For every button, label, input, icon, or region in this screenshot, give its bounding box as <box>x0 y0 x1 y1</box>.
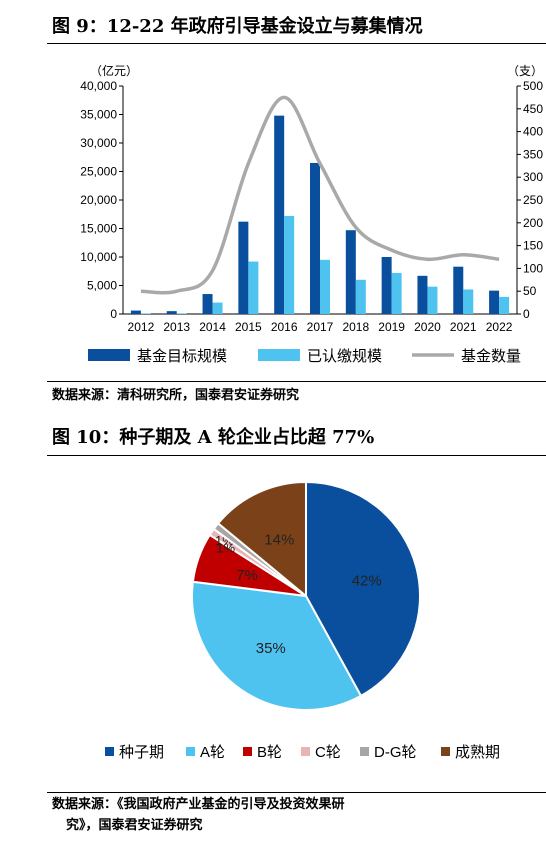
pie-data-label: 14% <box>264 531 294 548</box>
x-tick-label: 2018 <box>342 320 369 334</box>
x-tick-label: 2015 <box>235 320 262 334</box>
bar-subscribed-scale <box>212 302 223 314</box>
pie-legend-label: 成熟期 <box>455 744 500 761</box>
pie-data-label: 1% <box>216 541 235 556</box>
right-y-tick-label: 200 <box>523 216 543 230</box>
right-y-tick-label: 500 <box>523 79 543 93</box>
pie-legend-swatch <box>301 747 310 756</box>
x-tick-label: 2019 <box>378 320 405 334</box>
bar-subscribed-scale <box>284 215 295 314</box>
bar-target-scale <box>345 230 356 314</box>
bar-target-scale <box>453 266 464 314</box>
right-y-axis-unit: （支） <box>507 64 543 78</box>
figure-9-source-rule <box>47 381 546 382</box>
left-y-tick-label: 0 <box>110 307 117 321</box>
left-y-tick-label: 10,000 <box>80 250 117 264</box>
x-tick-label: 2014 <box>199 320 226 334</box>
left-y-tick-label: 15,000 <box>80 222 117 236</box>
figure-9-title-rule <box>47 43 546 44</box>
right-y-tick-label: 100 <box>523 261 543 275</box>
bar-target-scale <box>130 310 141 314</box>
figure-10-title: 图 10：种子期及 A 轮企业占比超 77% <box>52 427 375 448</box>
legend-target-scale-swatch <box>88 349 130 361</box>
x-tick-label: 2022 <box>486 320 513 334</box>
bar-target-scale <box>489 290 500 314</box>
pie-legend-swatch <box>243 747 252 756</box>
bar-subscribed-scale <box>176 313 187 314</box>
bar-subscribed-scale <box>355 279 366 314</box>
fund-bar-line-chart: 0 5,000 10,000 15,000 20,000 25,000 30,000 35,0… <box>80 63 543 365</box>
pie-data-label: 35% <box>256 640 286 657</box>
right-y-tick-label: 400 <box>523 125 543 139</box>
left-y-tick-label: 30,000 <box>80 136 117 150</box>
pie-legend-swatch <box>441 747 450 756</box>
left-y-axis-unit: （亿元） <box>90 63 138 78</box>
figure-10-source-line2: 究》，国泰君安证券研究 <box>66 818 203 833</box>
left-y-tick-label: 5,000 <box>87 279 117 293</box>
bar-subscribed-scale <box>248 261 259 314</box>
figure-10-title-rule <box>47 455 546 456</box>
x-tick-label: 2016 <box>271 320 298 334</box>
x-tick-label: 2017 <box>307 320 334 334</box>
pie-legend-label: D-G轮 <box>374 744 417 761</box>
pie-data-label: 7% <box>236 567 258 584</box>
legend-subscribed-scale-label: 已认缴规模 <box>307 348 382 365</box>
right-y-tick-label: 150 <box>523 239 543 253</box>
right-y-tick-label: 250 <box>523 193 543 207</box>
pie-legend-label: B轮 <box>257 744 282 761</box>
legend-subscribed-scale-swatch <box>258 349 300 361</box>
pie-legend-swatch <box>360 747 369 756</box>
pie-legend-label: A轮 <box>200 744 225 761</box>
x-tick-label: 2012 <box>128 320 155 334</box>
figure-9-source: 数据来源：清科研究所，国泰君安证券研究 <box>52 388 300 403</box>
right-y-tick-label: 350 <box>523 147 543 161</box>
figure-10-source-rule <box>47 792 546 793</box>
pie-slice-1 <box>191 580 363 711</box>
figure-10-source: 数据来源：《我国政府产业基金的引导及投资效果研 究》，国泰君安证券研究 <box>52 794 345 836</box>
bar-subscribed-scale <box>499 296 510 314</box>
legend-target-scale-label: 基金目标规模 <box>137 348 227 365</box>
left-y-tick-label: 25,000 <box>80 165 117 179</box>
pie-legend-label: 种子期 <box>119 744 164 761</box>
bar-target-scale <box>274 115 285 314</box>
pie-data-label: 42% <box>352 572 382 589</box>
right-y-tick-label: 300 <box>523 170 543 184</box>
right-y-tick-label: 0 <box>523 307 530 321</box>
x-tick-label: 2013 <box>163 320 190 334</box>
figure-10-source-line1: 数据来源：《我国政府产业基金的引导及投资效果研 <box>52 797 345 812</box>
right-y-tick-label: 50 <box>523 284 537 298</box>
bar-target-scale <box>381 257 392 314</box>
bar-subscribed-scale <box>140 313 151 314</box>
legend-fund-count-label: 基金数量 <box>461 348 521 365</box>
bar-subscribed-scale <box>320 259 330 314</box>
left-y-tick-label: 35,000 <box>80 108 117 122</box>
bar-target-scale <box>202 294 213 314</box>
bar-target-scale <box>310 162 320 314</box>
bar-target-scale <box>238 221 249 314</box>
x-tick-label: 2020 <box>414 320 441 334</box>
pie-slice-0 <box>305 480 421 698</box>
x-tick-label: 2021 <box>450 320 477 334</box>
line-fund-count <box>140 95 500 295</box>
pie-slice-5 <box>216 480 307 599</box>
bar-subscribed-scale <box>391 272 402 314</box>
pie-legend-label: C轮 <box>315 744 341 761</box>
left-y-tick-label: 20,000 <box>80 193 117 207</box>
bar-subscribed-scale <box>463 289 474 314</box>
bar-target-scale <box>166 311 177 314</box>
bar-target-scale <box>417 275 428 314</box>
pie-legend-swatch <box>105 747 114 756</box>
bar-subscribed-scale <box>427 286 438 314</box>
right-y-tick-label: 450 <box>523 102 543 116</box>
stage-pie-chart: 42%35%7%1%1% 14%种子期 A轮 B轮 C轮 D-G轮 成熟期 <box>105 480 500 761</box>
pie-legend-swatch <box>186 747 195 756</box>
figure-9-title: 图 9：12-22 年政府引导基金设立与募集情况 <box>52 16 423 37</box>
left-y-tick-label: 40,000 <box>80 79 117 93</box>
